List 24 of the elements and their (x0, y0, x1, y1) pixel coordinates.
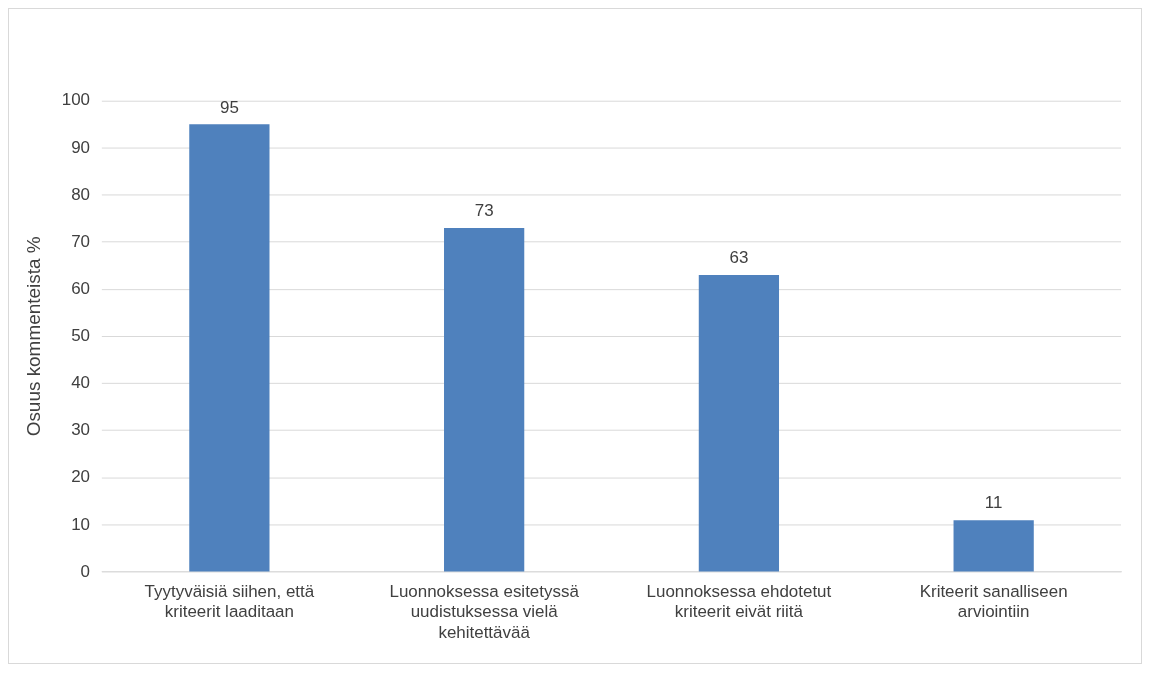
x-tick-label: Kriteerit sanalliseen arviointiin (919, 581, 1068, 622)
x-tick-label: Luonnoksessa ehdotetut kriteerit eivät riitä (646, 581, 832, 622)
bar (953, 520, 1034, 572)
y-axis-title: Osuus kommenteista % (22, 236, 44, 437)
y-tick-label: 20 (71, 467, 91, 487)
y-tick-label: 40 (71, 373, 91, 393)
data-label: 63 (729, 248, 749, 268)
x-tick-label: Luonnoksessa esitetyssä uudistuksessa vielä kehitettävää (389, 581, 580, 642)
y-tick-label: 10 (71, 514, 91, 534)
data-label: 95 (219, 97, 239, 117)
y-tick-label: 0 (80, 561, 91, 581)
bar (189, 124, 270, 572)
y-tick-label: 30 (71, 420, 91, 440)
y-tick-label: 100 (61, 90, 91, 110)
y-tick-label: 90 (71, 137, 91, 157)
y-tick-label: 80 (71, 184, 91, 204)
bar (698, 275, 780, 572)
data-label: 73 (474, 201, 494, 221)
y-tick-label: 70 (71, 231, 91, 251)
x-tick-label: Tyytyväisiä siihen, että kriteerit laaditaan (144, 581, 315, 622)
data-label: 11 (984, 493, 1003, 513)
y-tick-label: 60 (71, 278, 91, 298)
bar (444, 227, 525, 572)
y-tick-label: 50 (71, 326, 91, 346)
